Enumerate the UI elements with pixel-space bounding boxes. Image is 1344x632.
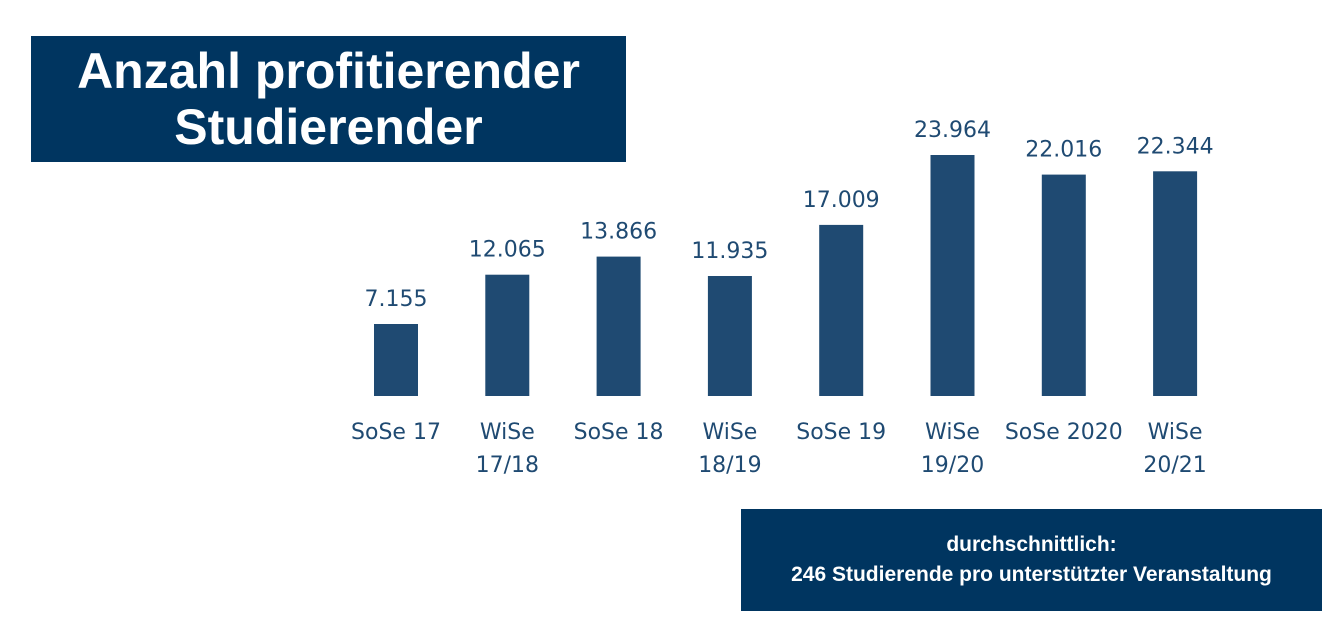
data-label-4: 17.009 (803, 188, 880, 213)
category-label-7-0: WiSe (1148, 420, 1203, 445)
category-label-2-0: SoSe 18 (574, 420, 664, 445)
data-labels-group: 7.155 12.065 13.866 11.935 17.009 23.964 22.01… (365, 118, 1214, 312)
bar-0 (374, 324, 418, 396)
category-label-3-0: WiSe (702, 420, 757, 445)
data-label-5: 23.964 (914, 118, 991, 143)
bar-3 (707, 276, 752, 396)
category-label-5-1: 19/20 (921, 453, 984, 478)
average-note-line-1: durchschnittlich: (946, 533, 1117, 556)
category-label-1-1: 17/18 (476, 453, 539, 478)
category-label-5-0: WiSe (925, 420, 980, 445)
bar-2 (596, 256, 641, 396)
bar-4 (819, 224, 864, 396)
chart-title-line-2: Studierender (174, 99, 483, 155)
category-label-6-0: SoSe 2020 (1005, 420, 1123, 445)
data-label-1: 12.065 (469, 238, 546, 263)
data-label-7: 22.344 (1137, 134, 1214, 159)
data-label-0: 7.155 (365, 287, 428, 312)
bar-6 (1041, 174, 1086, 396)
category-label-1-0: WiSe (480, 420, 535, 445)
chart-title-line-1: Anzahl profitierender (77, 43, 580, 99)
bar-1 (485, 274, 530, 396)
category-label-7-1: 20/21 (1143, 453, 1206, 478)
category-label-3-1: 18/19 (698, 453, 761, 478)
average-note-box: durchschnittlich: 246 Studierende pro un… (741, 509, 1322, 611)
data-label-3: 11.935 (691, 239, 768, 264)
data-label-6: 22.016 (1025, 138, 1102, 163)
bar-5 (930, 155, 975, 396)
chart-title-box: Anzahl profitierender Studierender (31, 36, 626, 162)
category-label-0-0: SoSe 17 (351, 420, 441, 445)
data-label-2: 13.866 (580, 220, 657, 245)
bar-7 (1153, 171, 1198, 396)
category-labels-group: SoSe 17 WiSe 17/18 SoSe 18 WiSe 18/19 SoSe 19 W… (351, 420, 1207, 478)
bars-group (374, 155, 1198, 396)
average-note-line-2: 246 Studierende pro unterstützter Verans… (791, 563, 1272, 586)
category-label-4-0: SoSe 19 (796, 420, 886, 445)
